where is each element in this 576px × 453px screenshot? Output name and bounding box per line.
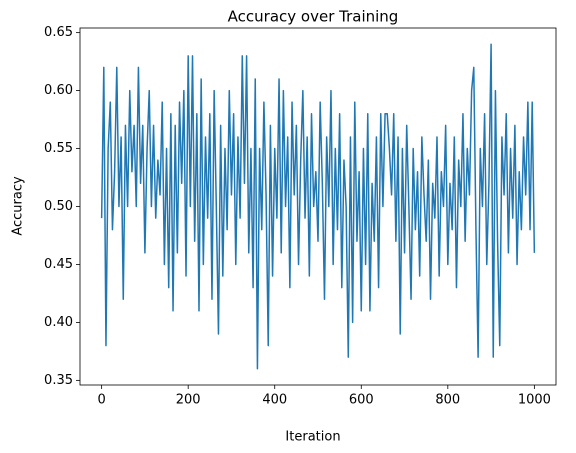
data-line bbox=[100, 43, 536, 370]
y-tick-label: 0.60 bbox=[44, 83, 73, 98]
y-tick-label: 0.35 bbox=[44, 373, 73, 388]
x-tick-label: 200 bbox=[176, 393, 201, 408]
plot-frame bbox=[79, 27, 557, 386]
x-tick-label: 400 bbox=[262, 393, 287, 408]
x-tick-label: 600 bbox=[349, 393, 374, 408]
x-axis-label: Iteration bbox=[285, 430, 340, 445]
y-tick-label: 0.45 bbox=[44, 257, 73, 272]
x-tick-label: 1000 bbox=[518, 393, 551, 408]
x-tick-label: 800 bbox=[435, 393, 460, 408]
y-axis-label: Accuracy bbox=[11, 176, 26, 236]
x-tick-label: 0 bbox=[97, 393, 105, 408]
y-tick-label: 0.50 bbox=[44, 199, 73, 214]
chart-title: Accuracy over Training bbox=[228, 8, 399, 26]
y-tick-label: 0.55 bbox=[44, 141, 73, 156]
y-tick-label: 0.65 bbox=[44, 25, 73, 40]
y-tick-label: 0.40 bbox=[44, 315, 73, 330]
